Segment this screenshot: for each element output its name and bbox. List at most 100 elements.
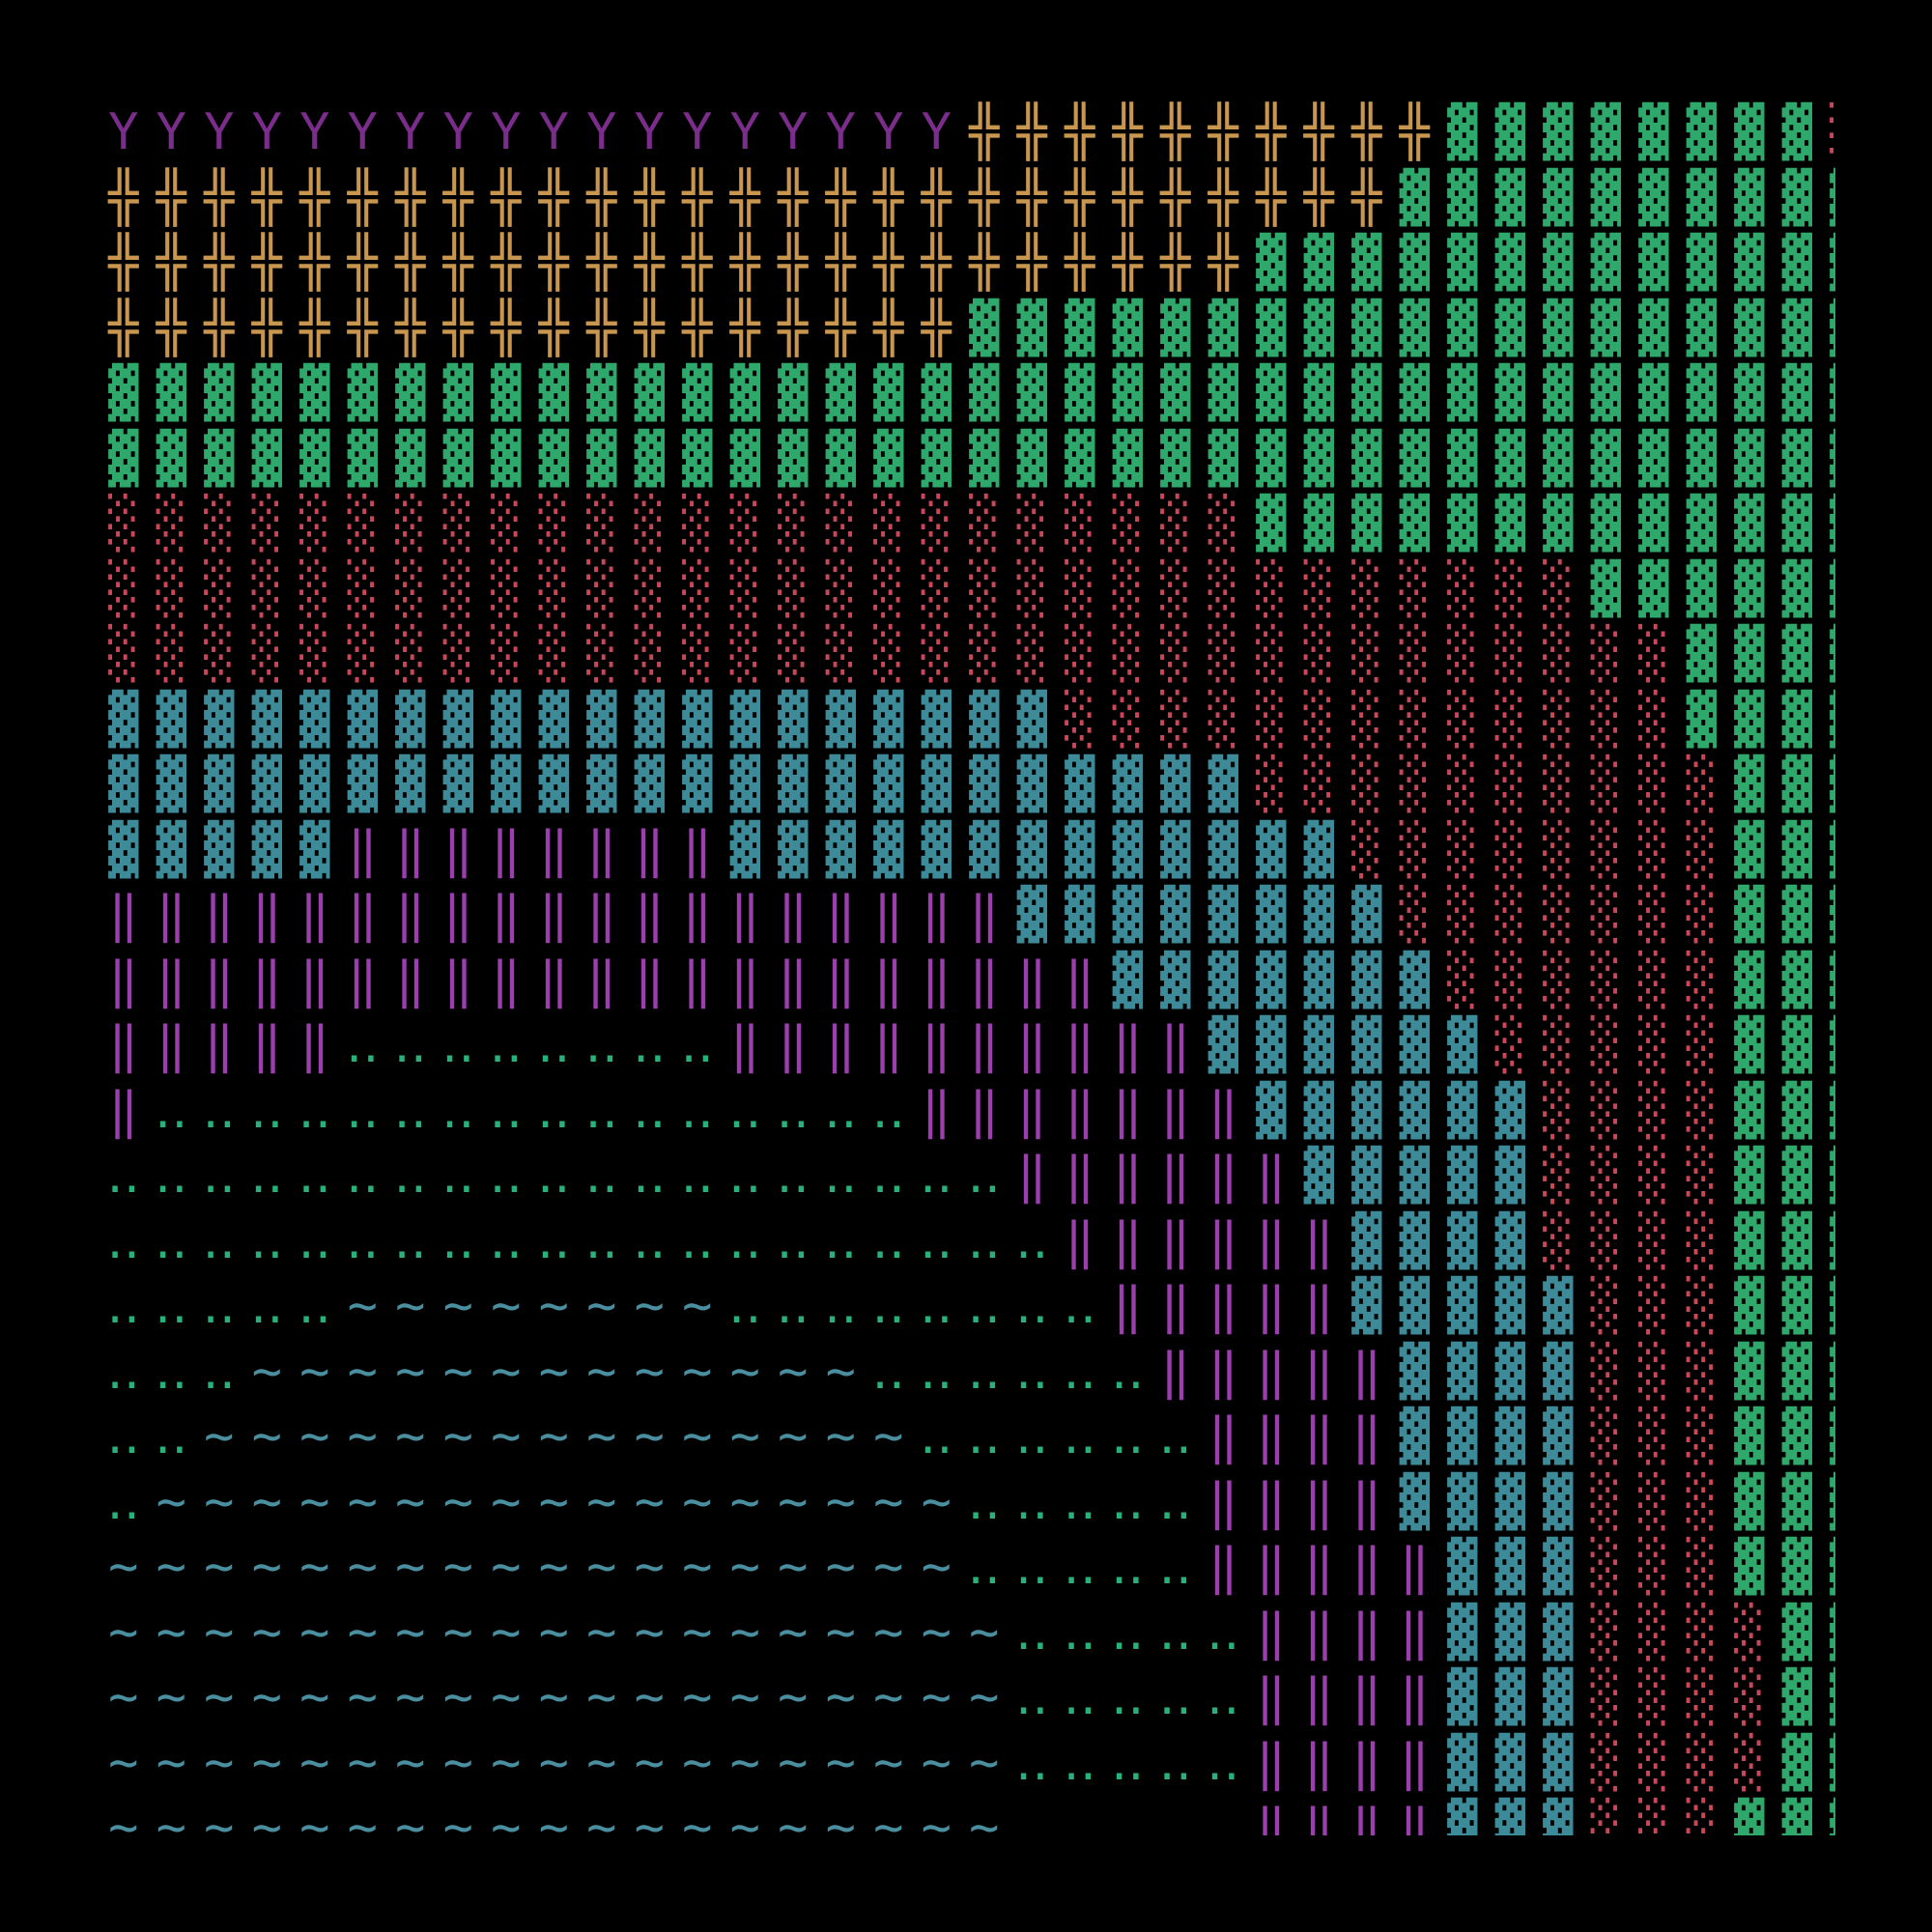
glyph-run: ▓ ▓ ▓ ▓ ▓ ▓ ▓ ▓ ▓ ▓ ▓ ▓ ▓ ▓ ▓ ▓ ▓ ▓ ▓ ▓ ▓ ▓ ▓ ▓ <box>108 755 1238 813</box>
glyph-run: ░ ░ ░ ░ ░ ░ ░ ░ ░ ░ ░ ░ ░ ░ ░ ░ ░ ░ ░ ░ ░ ░ ░ ░ <box>108 495 1238 553</box>
glyph-run: ~ ~ ~ ~ ~ ~ ~ ~ ~ ~ ~ ~ ~ ~ ~ ~ ~ <box>156 1472 952 1531</box>
glyph-run: ‖ ‖ ‖ ‖ <box>1208 1472 1382 1531</box>
glyph-run: ▓▓▓ <box>1734 1211 1835 1270</box>
grid-row: ‥‥‥‥‥‥‥‥‥‥‥‥‥‥‥‥‥‥‥‥ ‖‖‖‖‖‖ ▓▓▓▓ ░░░░ ▓▓▓ <box>99 1209 1835 1275</box>
glyph-run: ╬ ╬ ╬ ╬ ╬ ╬ ╬ ╬ ╬ ╬ <box>969 103 1430 161</box>
glyph-run: ▓▓▓ <box>1447 1668 1574 1726</box>
glyph-run: ~ ~ ~ ~ ~ ~ ~ ~ ~ ~ ~ ~ ~ ~ ~ <box>204 1407 904 1465</box>
glyph-run: ▓▓▓ <box>1734 1407 1835 1465</box>
grid-row: ~~~~~~~~~~~~~~~~~~~‥‥‥‥‥ ‖‖‖‖ ▓▓▓ ░░░░ ▓▓ <box>99 1731 1835 1797</box>
glyph-run: ~ ~ ~ ~ ~ ~ ~ ~ ~ ~ ~ ~ ~ ~ ~ ~ ~ ~ ~ <box>108 1603 1000 1662</box>
grid-row: ░░░░░░░░░░░░░░░░░░░░░░░░ ▓▓▓▓▓▓▓▓▓▓▓▓▓ <box>99 492 1835 557</box>
glyph-run: ▓▓▓▓ <box>1399 1472 1574 1531</box>
glyph-run: ‥ ‥ ‥ ‥ ‥ <box>967 1538 1193 1596</box>
glyph-run: ▓▓▓▓ <box>1399 1342 1574 1401</box>
glyph-run: ‖ ‖ ‖ ‖ ‖ ‖ <box>1016 1147 1287 1205</box>
glyph-run: ‥ ‥ ‥ ‥ ‥ <box>967 1472 1193 1531</box>
grid-row: ~~~~~~~~~~~~~~~~~~~‥‥‥‥‥ ‖‖‖‖ ▓▓▓ ░░░░ ▓▓ <box>99 1665 1835 1731</box>
glyph-run: ‖ ‖ ‖ ‖ <box>1256 1733 1430 1792</box>
grid-row: ‥‥‥‥‥ ~~~~~~~~‥‥‥‥‥‥‥‥ ‖‖‖‖‖ ▓▓▓▓▓ ░░░ ▓▓▓ <box>99 1274 1835 1340</box>
grid-row: ▓▓▓▓▓ ‖‖‖‖‖‖‖‖ ▓▓▓▓▓▓▓▓▓▓▓▓▓ ░░░░░░░░ ▓▓▓ <box>99 818 1835 884</box>
grid-row: ‖ ‥‥‥‥‥‥‥‥‥‥‥‥‥‥‥‥ ‖‖‖‖‖‖‖ ▓▓▓▓▓▓ ░░░░ ▓▓▓ <box>99 1079 1835 1145</box>
glyph-run: ‖ ‖ ‖ ‖ ‖ ‖ ‖ ‖ ‖ ‖ <box>729 1016 1191 1074</box>
glyph-run: ▓ ▓ ▓ ▓ ▓ <box>1303 1147 1525 1205</box>
glyph-run: ░ ░ ░ ░ <box>1543 1081 1717 1140</box>
glyph-run: ~ ~ ~ ~ ~ ~ ~ ~ ~ ~ ~ ~ ~ ~ ~ ~ ~ ~ ~ <box>108 1799 1000 1835</box>
glyph-run: ‖ ‖ ‖ ‖ ‖ <box>1160 1342 1382 1401</box>
glyph-run: ░ ░ ░ ░ ░ <box>1494 1016 1717 1074</box>
glyph-run: ▓▓ <box>1781 1733 1835 1792</box>
grid-row: ‥ ~~~~~~~~~~~~~~~~~ ‥‥‥‥‥ ‖‖‖‖ ▓▓▓▓ ░░░ ▓▓▓ <box>99 1470 1835 1536</box>
glyph-run: ▓ ▓ ▓ ▓ ▓ <box>108 820 330 879</box>
glyph-run: ▓▓▓ <box>1734 951 1835 1009</box>
grid-row: ‖‖‖‖‖ ‥‥‥‥‥‥‥‥‖‖‖‖‖‖‖‖‖‖ ▓▓▓▓▓▓ ░░░░░ ▓▓▓ <box>99 1013 1835 1079</box>
glyph-run: ‖ ‖ ‖ ‖ <box>1208 1407 1382 1465</box>
glyph-run: ‖ ‖ ‖ ‖ ‖ ‖ <box>1065 1211 1334 1270</box>
glyph-run: ░ ░ ░ <box>1590 1277 1717 1335</box>
glyph-run: ░ ░ ░ ░ ░ ░ <box>1447 951 1717 1009</box>
grid-row: ▓▓▓▓▓▓▓▓▓▓▓▓▓▓▓▓▓▓▓▓▓▓▓▓ ░░░░░░░░░░ ▓▓▓ <box>99 753 1835 818</box>
glyph-run: ▓▓▓▓ <box>1351 1211 1525 1270</box>
glyph-run: ▓▓▓▓ <box>1686 625 1835 683</box>
glyph-run: ▓▓▓▓▓▓▓▓▓▓▓▓▓▓▓▓▓▓▓ <box>969 298 1835 357</box>
glyph-run: ░ ░ ░ ░ ░ ░ ░ ░ ░ ░ ░ ░ ░ ░ ░ ░ ░ ░ ░ ░ ░ ░ ░ ░ ░ ░ ░ ░ ░ ░ ░ ░ ░ <box>108 625 1669 683</box>
glyph-run: ▓▓▓ <box>1447 1538 1574 1596</box>
glyph-run: ▓▓ <box>1781 1668 1835 1726</box>
glyph-run: ▓▓▓ <box>1734 820 1835 879</box>
glyph-run: ░ ░ ░ ░ ░ ░ ░ <box>1399 886 1717 944</box>
glyph-run: ▓▓▓ <box>1734 1277 1835 1335</box>
glyph-run: ▓▓▓▓▓▓ <box>1590 559 1835 618</box>
glyph-run: ‖ ‖ ‖ ‖ ‖ <box>1112 1277 1334 1335</box>
glyph-run: ~ ~ ~ ~ ~ ~ ~ ~ ~ ~ ~ ~ ~ ~ ~ ~ ~ ~ <box>108 1538 952 1596</box>
glyph-run: ‥ <box>106 1472 141 1531</box>
glyph-run: ‥ ‥ ‥ ‥ ‥ <box>1014 1603 1240 1662</box>
glyph-run: ░ ░ ░ <box>1590 1342 1717 1401</box>
glyph-run: ░ ░ ░ <box>1590 1538 1717 1596</box>
glyph-run: ░ ░ ░ ░ ░ ░ ░ ░ <box>1351 820 1717 879</box>
glyph-run: ╬ ╬ ╬ ╬ ╬ ╬ ╬ ╬ ╬ ╬ ╬ ╬ ╬ ╬ ╬ ╬ ╬ ╬ <box>108 298 952 357</box>
glyph-run: ‥ ‥ ‥ ‥ ‥ ‥ ‥ ‥ <box>345 1016 715 1074</box>
glyph-run: ░ ░ ░ ░ <box>1543 1147 1717 1205</box>
glyph-run: ▓ ▓ ▓ ▓ ▓ ▓ ▓ ▓ <box>1447 103 1812 161</box>
grid-row: ‥‥‥~~~~~~~~~~~~~ ‥‥‥‥‥‥ ‖‖‖‖‖ ▓▓▓▓ ░░░ ▓▓▓ <box>99 1340 1835 1406</box>
glyph-run: ░ ░ ░ ░ <box>1590 1603 1765 1662</box>
glyph-run: ‖ <box>108 1081 139 1140</box>
glyph-run: ▓ ▓ ▓ ▓ ▓ ▓ ▓ ▓ <box>1016 886 1382 944</box>
grid-row: ╬╬╬╬╬╬╬╬╬╬╬╬╬╬╬╬╬╬╬╬╬╬╬╬ ▓▓▓▓▓▓▓▓▓▓▓▓▓ <box>99 231 1835 297</box>
glyph-run: ‥ ‥ <box>106 1407 188 1465</box>
glyph-run: ‥ ‥ ‥ ‥ ‥ <box>1014 1733 1240 1792</box>
glyph-run: ▓▓▓ <box>1447 1733 1574 1792</box>
glyph-run: ▓▓▓ <box>1734 1538 1835 1596</box>
glyph-run: ▓▓▓▓▓▓▓▓▓▓▓▓▓ <box>1256 495 1835 553</box>
glyph-run: ░ ░ ░ ░ ░ ░ ░ ░ ░ ░ ░ ░ ░ <box>1065 690 1669 749</box>
grid-row: ‖‖‖‖‖‖‖‖‖‖‖‖‖‖‖‖‖‖‖ ▓▓▓▓▓▓▓▓ ░░░░░░░ ▓▓▓ <box>99 883 1835 949</box>
glyph-run: ╬ ╬ ╬ ╬ ╬ ╬ ╬ ╬ ╬ ╬ ╬ ╬ ╬ ╬ ╬ ╬ ╬ ╬ ╬ ╬ ╬ ╬ ╬ ╬ <box>108 234 1238 292</box>
glyph-run: ‥ ‥ ‥ ‥ ‥ <box>106 1277 332 1335</box>
glyph-run: ▓▓▓▓▓▓ <box>1208 1016 1478 1074</box>
glyph-run: ‥ ‥ ‥ ‥ ‥ <box>1014 1668 1240 1726</box>
glyph-run: ▓▓▓▓▓▓▓▓▓▓▓▓▓▓▓▓▓▓▓▓▓▓▓▓▓▓▓▓▓▓▓▓▓▓▓▓▓ <box>108 429 1835 488</box>
glyph-run: ▓▓▓▓▓▓▓▓▓▓▓▓▓▓▓▓▓▓▓▓▓▓▓▓▓▓▓▓▓▓▓▓▓▓▓▓▓ <box>108 364 1835 422</box>
glyph-run: ░ <box>1821 103 1835 161</box>
glyph-run: ▓▓▓ <box>1734 1342 1835 1401</box>
character-grid: YYYYYYYYYYYYYYYYYY╬╬╬╬╬╬╬╬╬╬▓▓▓▓▓▓▓▓░╬╬╬… <box>99 100 1835 1835</box>
glyph-run: ▓▓▓▓▓▓ <box>1256 1081 1525 1140</box>
glyph-run: ‖ ‖ ‖ ‖ <box>1256 1668 1430 1726</box>
glyph-run: ▓ ▓ ▓ ▓ ▓ ▓ ▓ ▓ ▓ ▓ ▓ ▓ ▓ ▓ ▓ ▓ ▓ ▓ ▓ ▓ <box>108 690 1047 749</box>
grid-row: ~~~~~~~~~~~~~~~~~~ ‥‥‥‥‥ ‖‖‖‖‖ ▓▓▓ ░░░ ▓▓▓ <box>99 1535 1835 1601</box>
glyph-run: ░ ░ ░ ░ <box>1590 1668 1765 1726</box>
glyph-run <box>1009 1799 1248 1835</box>
glyph-run: ‖ ‖ ‖ ‖ <box>1256 1799 1430 1835</box>
glyph-run: ‖ ‖ ‖ ‖ ‖ <box>1208 1538 1430 1596</box>
glyph-run: ~ ~ ~ ~ ~ ~ ~ ~ <box>347 1277 713 1335</box>
glyph-run: ░ ░ ░ ░ ░ ░ ░ ░ ░ ░ <box>1256 755 1717 813</box>
glyph-run: ▓▓▓ <box>1734 755 1835 813</box>
glyph-run: ~ ~ ~ ~ ~ ~ ~ ~ ~ ~ ~ ~ ~ <box>251 1342 856 1401</box>
glyph-run: ░ ░ ░ <box>1590 1799 1717 1835</box>
grid-row: ~~~~~~~~~~~~~~~~~~~ ‖‖‖‖ ▓▓▓ ░░░ ▓▓▓ <box>99 1796 1835 1835</box>
glyph-run: ‖ ‖ ‖ ‖ ‖ ‖ ‖ ‖ ‖ ‖ ‖ ‖ ‖ ‖ ‖ ‖ ‖ ‖ ‖ <box>108 886 1000 944</box>
grid-row: ░░░░░░░░░░░░░░░░░░░░░░░░░░░░░░░ ▓▓▓▓▓▓ <box>99 557 1835 623</box>
